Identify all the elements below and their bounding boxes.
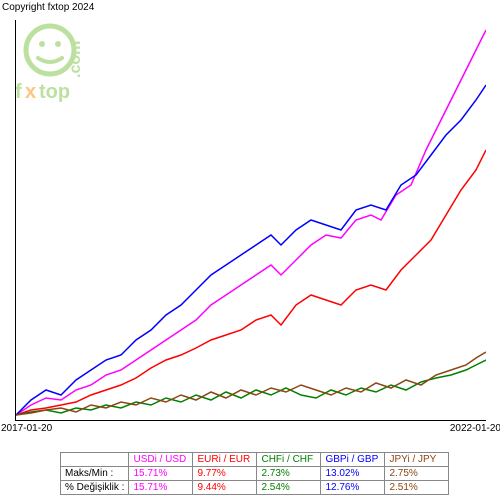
chart-lines: [16, 20, 486, 420]
legend-degisiklik: 2.54%: [257, 481, 321, 495]
legend-row-label: Maks/Min :: [61, 467, 129, 481]
chart-area: 2017-01-20 2022-01-20: [15, 20, 486, 421]
legend-header: USDi / USD: [129, 453, 193, 467]
legend-maksmin: 9.77%: [193, 467, 257, 481]
series-line: [16, 85, 486, 415]
legend-degisiklik: 2.51%: [385, 481, 449, 495]
series-line: [16, 30, 486, 415]
legend-blank: [61, 453, 129, 467]
x-axis-label-end: 2022-01-20: [450, 423, 500, 434]
x-axis-label-start: 2017-01-20: [1, 423, 52, 434]
legend-maksmin: 2.75%: [385, 467, 449, 481]
series-line: [16, 150, 486, 415]
legend-header: EURi / EUR: [193, 453, 257, 467]
legend-degisiklik: 9.44%: [193, 481, 257, 495]
legend-header: JPYi / JPY: [385, 453, 449, 467]
legend-row-label: % Değişiklik :: [61, 481, 129, 495]
legend-degisiklik: 12.76%: [321, 481, 385, 495]
copyright-text: Copyright fxtop 2024: [2, 2, 94, 13]
legend-maksmin: 13.02%: [321, 467, 385, 481]
legend-table: USDi / USDEURi / EURCHFi / CHFGBPi / GBP…: [60, 452, 449, 495]
series-line: [16, 352, 486, 415]
legend-degisiklik: 15.71%: [129, 481, 193, 495]
legend-header: CHFi / CHF: [257, 453, 321, 467]
legend-header: GBPi / GBP: [321, 453, 385, 467]
legend-maksmin: 15.71%: [129, 467, 193, 481]
legend-maksmin: 2.73%: [257, 467, 321, 481]
